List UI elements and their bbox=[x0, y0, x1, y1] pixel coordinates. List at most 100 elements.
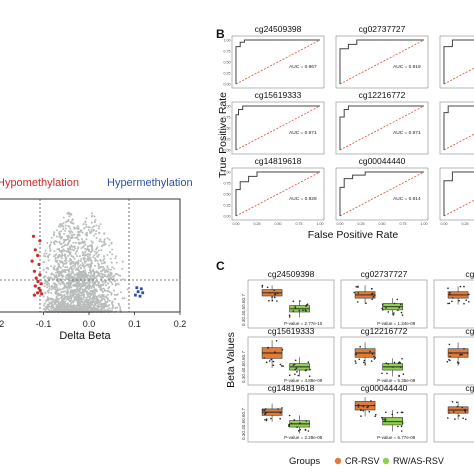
box-jitter-point bbox=[365, 302, 367, 305]
volcano-background-point bbox=[62, 265, 65, 267]
roc-y-tick-label: 0.75 bbox=[224, 50, 231, 54]
volcano-background-point bbox=[58, 282, 60, 285]
volcano-background-point bbox=[72, 241, 75, 244]
volcano-background-point bbox=[111, 303, 114, 306]
volcano-background-point bbox=[74, 247, 77, 250]
volcano-background-point bbox=[72, 264, 75, 267]
volcano-background-point bbox=[84, 301, 87, 304]
volcano-background-point bbox=[50, 265, 52, 268]
hypomethylated-point bbox=[36, 253, 40, 258]
volcano-background-point bbox=[84, 288, 87, 291]
volcano-background-point bbox=[89, 270, 92, 273]
volcano-background-point bbox=[110, 261, 113, 264]
volcano-background-point bbox=[95, 275, 98, 278]
hypomethylation-label: Hypomethylation bbox=[0, 177, 79, 189]
volcano-background-point bbox=[88, 298, 91, 301]
box-jitter-point bbox=[393, 361, 396, 364]
volcano-background-point bbox=[102, 303, 105, 306]
volcano-background-point bbox=[94, 288, 97, 291]
volcano-background-point bbox=[54, 288, 57, 291]
volcano-background-point bbox=[80, 285, 83, 288]
box-jitter-point bbox=[279, 412, 282, 414]
roc-y-tick-label: 1.00 bbox=[224, 171, 231, 175]
box-jitter-point bbox=[461, 353, 463, 356]
volcano-background-point bbox=[101, 273, 104, 276]
volcano-background-point bbox=[83, 258, 86, 261]
volcano-background-point bbox=[83, 276, 85, 279]
volcano-background-point bbox=[84, 243, 87, 246]
volcano-background-point bbox=[63, 303, 66, 306]
volcano-background-point bbox=[54, 292, 57, 294]
box-jitter-point bbox=[296, 426, 298, 428]
volcano-background-point bbox=[60, 293, 63, 296]
box-jitter-point bbox=[366, 406, 369, 409]
volcano-background-point bbox=[85, 296, 88, 299]
volcano-background-point bbox=[117, 274, 120, 277]
box-jitter-point bbox=[396, 411, 399, 414]
volcano-background-point bbox=[50, 241, 53, 244]
box-jitter-point bbox=[371, 288, 373, 290]
roc-subplot: cg15619333 1.00 0.75 0.50 0.25 0.00 AUC = 0.97… bbox=[224, 90, 325, 155]
volcano-background-point bbox=[69, 257, 72, 260]
volcano-background-point bbox=[99, 296, 101, 299]
volcano-background-point bbox=[60, 250, 63, 253]
volcano-background-point bbox=[96, 260, 99, 262]
volcano-background-point bbox=[54, 282, 57, 285]
volcano-background-point bbox=[110, 273, 113, 276]
volcano-background-point bbox=[104, 281, 107, 284]
volcano-background-point bbox=[106, 254, 109, 256]
roc-diagonal bbox=[339, 39, 425, 85]
box-jitter-point bbox=[451, 297, 454, 299]
volcano-background-point bbox=[91, 306, 94, 309]
box-jitter-point bbox=[466, 352, 469, 354]
volcano-background-point bbox=[88, 263, 91, 266]
volcano-background-point bbox=[70, 275, 73, 278]
volcano-background-point bbox=[69, 300, 72, 303]
box-jitter-point bbox=[270, 417, 272, 420]
box-jitter-point bbox=[290, 422, 293, 425]
volcano-background-point bbox=[87, 229, 90, 231]
volcano-background-point bbox=[88, 280, 91, 283]
volcano-background-point bbox=[66, 289, 69, 292]
volcano-background-point bbox=[94, 218, 97, 221]
box-jitter-point bbox=[355, 353, 358, 356]
box-jitter-point bbox=[397, 362, 400, 364]
volcano-background-point bbox=[84, 220, 87, 223]
hypermethylated-point bbox=[134, 293, 137, 297]
volcano-background-point bbox=[86, 292, 89, 295]
box-subplot: cg065 bbox=[433, 383, 474, 443]
box-jitter-point bbox=[375, 413, 377, 416]
volcano-background-point bbox=[63, 232, 66, 235]
volcano-background-point bbox=[59, 301, 62, 304]
volcano-background-point bbox=[61, 302, 64, 305]
volcano-background-point bbox=[44, 306, 47, 309]
volcano-background-point bbox=[67, 291, 70, 294]
box-jitter-point bbox=[282, 365, 284, 367]
volcano-background-point bbox=[64, 238, 67, 241]
volcano-background-point bbox=[50, 285, 53, 288]
volcano-background-point bbox=[99, 266, 102, 269]
volcano-background-point bbox=[97, 284, 100, 287]
roc-auc-label: AUC = 0.919 bbox=[393, 64, 421, 70]
volcano-background-point bbox=[59, 288, 62, 291]
roc-curve bbox=[235, 171, 320, 216]
volcano-background-point bbox=[88, 305, 91, 308]
hypomethylated-point bbox=[39, 282, 43, 286]
volcano-background-point bbox=[67, 242, 70, 244]
box-jitter-point bbox=[273, 296, 276, 299]
box-jitter-point bbox=[294, 359, 297, 362]
box-jitter-point bbox=[360, 415, 362, 417]
hypermethylated-point bbox=[141, 291, 145, 295]
volcano-background-point bbox=[97, 227, 100, 230]
volcano-background-point bbox=[120, 291, 122, 294]
hypomethylated-point bbox=[32, 293, 37, 297]
box-jitter-point bbox=[401, 358, 403, 360]
volcano-background-point bbox=[46, 304, 49, 307]
volcano-background-point bbox=[51, 306, 54, 309]
box-subplot-frame bbox=[247, 279, 335, 329]
volcano-background-point bbox=[111, 283, 114, 286]
volcano-background-point bbox=[56, 269, 59, 271]
volcano-background-point bbox=[64, 290, 67, 293]
volcano-background-point bbox=[103, 269, 106, 272]
volcano-background-point bbox=[56, 248, 59, 251]
